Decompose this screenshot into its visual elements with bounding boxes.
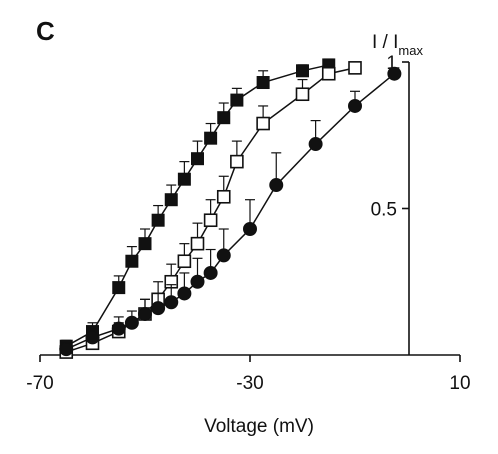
data-point	[256, 116, 270, 131]
x-axis-title: Voltage (mV)	[204, 416, 314, 437]
series-line	[65, 64, 329, 347]
data-point	[348, 98, 362, 113]
data-point	[138, 237, 152, 251]
series-filled-circle	[59, 66, 402, 357]
data-point	[177, 254, 192, 269]
data-point	[112, 281, 126, 295]
data-series	[59, 58, 402, 359]
data-point	[125, 254, 139, 268]
x-tick-label: 10	[449, 373, 470, 394]
data-point	[124, 315, 139, 330]
data-point	[230, 93, 244, 107]
y-tick-label: 0.5	[371, 200, 397, 221]
y-axis-title-sub: max	[398, 43, 423, 58]
panel-label: C	[36, 16, 55, 46]
data-point	[138, 306, 152, 321]
data-point	[190, 274, 205, 289]
data-point	[308, 137, 323, 152]
x-tick-label: -30	[236, 373, 263, 394]
data-point	[387, 66, 402, 81]
data-point	[111, 321, 126, 336]
x-tick-label: -70	[26, 373, 53, 394]
data-point	[256, 76, 270, 90]
series-line	[65, 73, 395, 350]
data-point	[296, 64, 309, 78]
data-point	[230, 154, 244, 169]
data-point	[204, 131, 218, 145]
y-axis-title-main: I / I	[372, 32, 398, 53]
y-tick-label: 1	[386, 53, 397, 74]
data-point	[177, 172, 191, 186]
data-point	[203, 265, 218, 280]
data-point	[269, 178, 284, 193]
data-point	[59, 342, 74, 357]
data-point	[164, 295, 179, 310]
y-tick-labels: 0.51	[371, 53, 397, 221]
series-open-square	[59, 61, 362, 359]
data-point	[217, 111, 231, 125]
data-point	[321, 66, 336, 81]
data-point	[348, 61, 362, 75]
data-point	[216, 189, 231, 204]
data-point	[164, 193, 178, 207]
data-point	[243, 222, 257, 237]
y-axis-title: I / Imax	[372, 32, 423, 58]
data-point	[85, 330, 100, 345]
data-point	[177, 286, 192, 301]
data-point	[295, 87, 310, 102]
data-point	[203, 213, 218, 228]
data-point	[190, 236, 205, 251]
series-filled-square	[59, 58, 336, 353]
data-point	[151, 301, 166, 316]
axes	[39, 61, 461, 362]
data-point	[151, 213, 165, 227]
data-point	[216, 248, 231, 263]
data-point	[191, 152, 204, 166]
x-tick-labels: -70 -30 10	[26, 373, 470, 394]
